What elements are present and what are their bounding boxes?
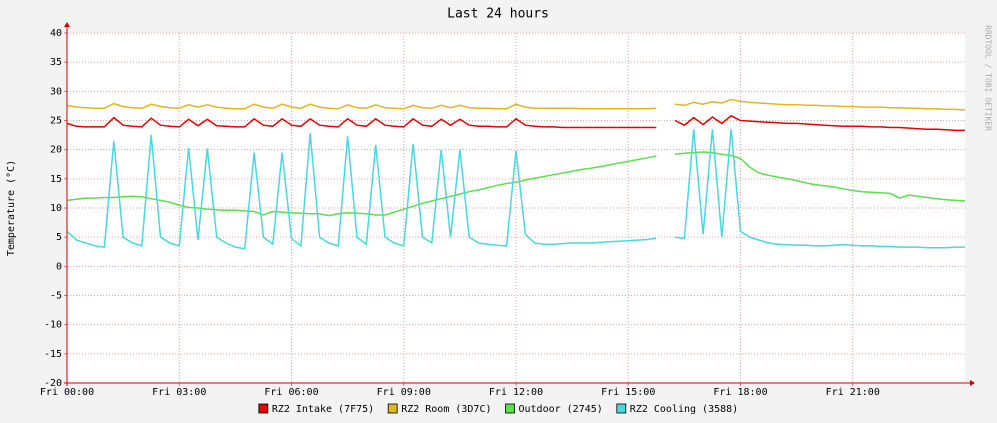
y-tick-label: 15 [50, 174, 62, 185]
y-tick-label: 25 [50, 116, 62, 127]
y-tick-label: -10 [44, 320, 62, 331]
x-tick-label: Fri 00:00 [40, 387, 94, 398]
legend-label: RZ2 Cooling (3588) [630, 404, 738, 415]
x-axis-arrow [970, 380, 975, 386]
x-tick-label: Fri 12:00 [489, 387, 543, 398]
y-tick-label: 35 [50, 57, 62, 68]
x-tick-label: Fri 15:00 [601, 387, 655, 398]
legend-label: RZ2 Room (3D7C) [401, 404, 491, 415]
chart-title: Last 24 hours [447, 7, 549, 22]
legend-swatch [258, 403, 269, 414]
y-tick-label: -20 [44, 378, 62, 389]
legend-label: Outdoor (2745) [519, 404, 603, 415]
y-tick-label: 0 [56, 261, 62, 272]
y-axis-arrow [64, 22, 70, 27]
y-tick-label: 20 [50, 145, 62, 156]
x-tick-label: Fri 06:00 [264, 387, 318, 398]
legend-swatch [616, 403, 627, 414]
watermark: RRDTOOL / TOBI OETIKER [984, 25, 993, 131]
y-tick-label: 40 [50, 28, 62, 39]
x-tick-label: Fri 03:00 [152, 387, 206, 398]
x-tick-label: Fri 09:00 [377, 387, 431, 398]
legend-label: RZ2 Intake (7F75) [272, 404, 374, 415]
y-tick-label: 10 [50, 203, 62, 214]
data-line [66, 129, 965, 250]
data-line [66, 114, 965, 132]
x-tick-label: Fri 18:00 [713, 387, 767, 398]
legend: RZ2 Intake (7F75) RZ2 Room (3D7C) Outdoor … [258, 403, 738, 415]
y-tick-label: 30 [50, 86, 62, 97]
y-tick-label: -15 [44, 349, 62, 360]
data-line [66, 151, 966, 217]
x-tick-label: Fri 21:00 [826, 387, 880, 398]
legend-swatch [505, 403, 515, 414]
data-line [66, 98, 966, 111]
legend-swatch [387, 403, 398, 414]
y-axis-label: Temperature (°C) [6, 160, 17, 256]
y-tick-label: 5 [56, 232, 62, 243]
y-tick-label: -5 [50, 291, 62, 302]
